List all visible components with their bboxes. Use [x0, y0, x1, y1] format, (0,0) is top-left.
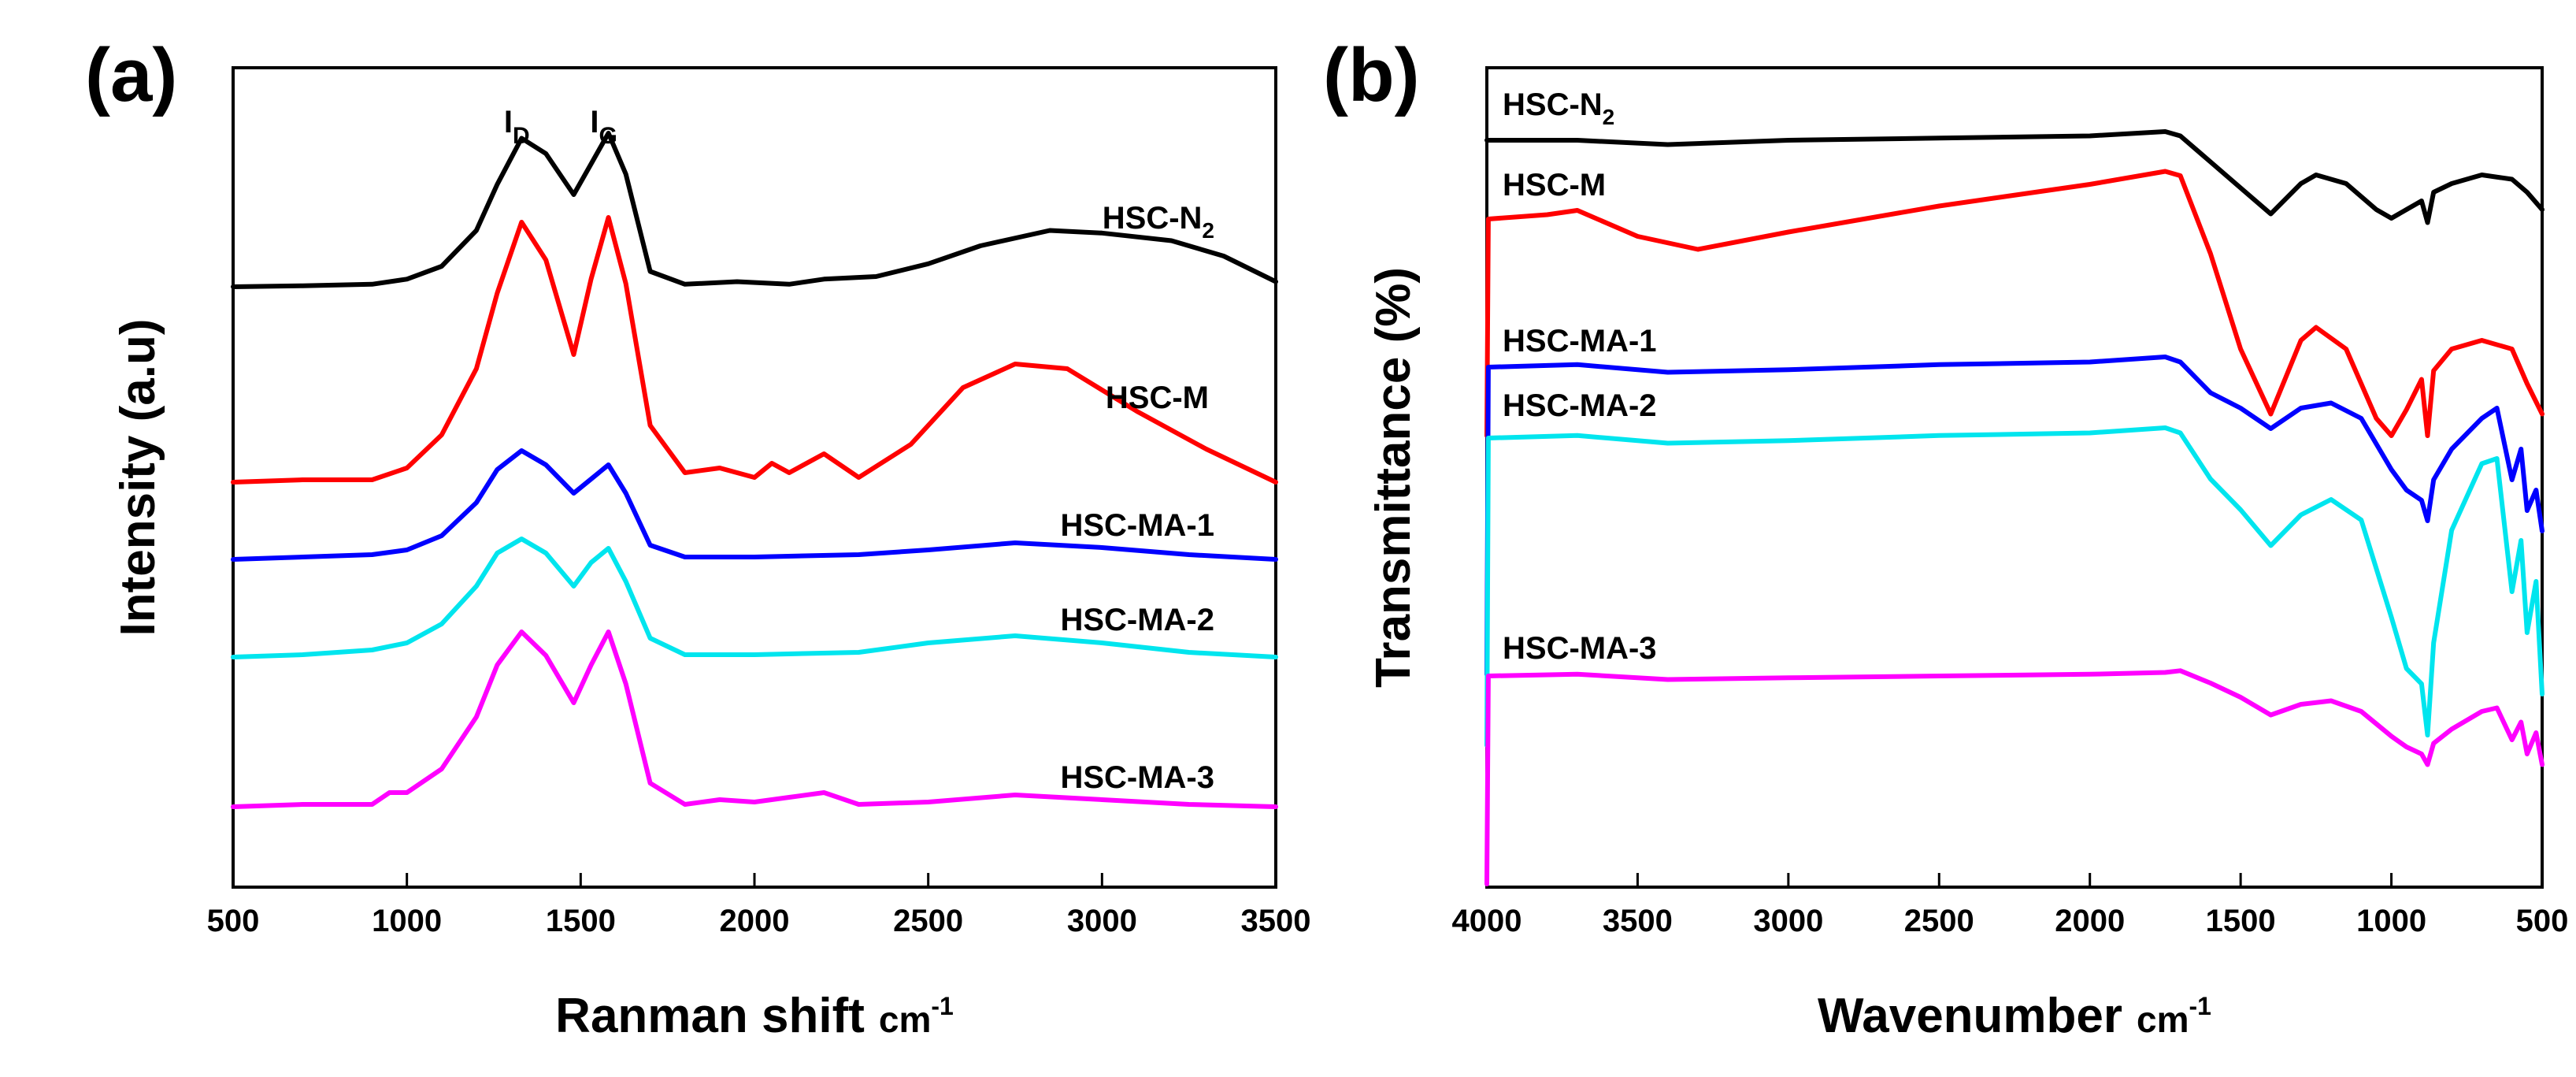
- panel-b-series-labels: HSC-N2 HSC-M HSC-MA-1 HSC-MA-2 HSC-MA-3: [1503, 87, 1657, 666]
- panel-a-series-labels: HSC-N2 HSC-M HSC-MA-1 HSC-MA-2 HSC-MA-3: [1060, 201, 1214, 795]
- b-series-label-hsc-n2: HSC-N2: [1503, 87, 1614, 129]
- panel-a-series: [231, 131, 1278, 809]
- b-tick-label-2500: 2500: [1904, 904, 1974, 938]
- a-series-label-hsc-n2: HSC-N2: [1103, 201, 1214, 243]
- b-tick-label-4000: 4000: [1452, 904, 1522, 938]
- panel-a-raman-chart: (a) 500 1000 1500 2000 2500 3000 3500 ID IG HSC…: [85, 33, 1310, 1043]
- panel-b-label: (b): [1323, 33, 1420, 117]
- a-series-label-hsc-ma-2: HSC-MA-2: [1060, 603, 1214, 637]
- b-series-label-hsc-ma-3: HSC-MA-3: [1503, 631, 1657, 666]
- b-series-line-hsc-ma-1: [1484, 355, 2544, 677]
- panel-a-label: (a): [85, 33, 177, 117]
- a-peak-label-ig: IG: [590, 105, 617, 149]
- a-peak-label-id: ID: [504, 105, 530, 149]
- b-series-line-hsc-n2: [1484, 129, 2544, 225]
- a-series-line-hsc-m: [231, 215, 1278, 485]
- b-series-line-hsc-m: [1484, 169, 2544, 438]
- a-tick-label-1000: 1000: [372, 904, 442, 938]
- panel-a-y-axis-title: Intensity (a.u): [111, 318, 165, 636]
- panel-b-ftir-chart: (b) 4000 3500 3000 2500 2000 1500 1000 500 HSC-…: [1323, 33, 2568, 1043]
- panel-b-x-ticks: 4000 3500 3000 2500 2000 1500 1000 500: [1452, 873, 2569, 938]
- a-series-label-hsc-m: HSC-M: [1106, 381, 1209, 415]
- b-tick-label-3500: 3500: [1603, 904, 1673, 938]
- b-tick-label-1500: 1500: [2206, 904, 2276, 938]
- b-series-line-hsc-ma-2: [1484, 425, 2544, 748]
- a-tick-label-3500: 3500: [1241, 904, 1311, 938]
- b-tick-label-3000: 3000: [1753, 904, 1823, 938]
- a-tick-label-2500: 2500: [893, 904, 963, 938]
- a-tick-label-2000: 2000: [720, 904, 790, 938]
- a-series-label-hsc-ma-1: HSC-MA-1: [1060, 508, 1214, 543]
- a-tick-label-500: 500: [207, 904, 260, 938]
- b-series-label-hsc-m: HSC-M: [1503, 168, 1606, 202]
- a-series-line-hsc-ma-2: [231, 537, 1278, 659]
- a-tick-label-3000: 3000: [1067, 904, 1137, 938]
- a-series-line-hsc-n2: [231, 131, 1278, 289]
- b-series-line-hsc-ma-3: [1484, 668, 2544, 886]
- b-series-label-hsc-ma-2: HSC-MA-2: [1503, 388, 1657, 423]
- panel-b-series: [1484, 129, 2544, 886]
- b-tick-label-2000: 2000: [2055, 904, 2125, 938]
- a-series-line-hsc-ma-1: [231, 448, 1278, 562]
- panel-a-x-axis-title: Ranman shift cm-1: [555, 989, 954, 1043]
- panel-a-x-ticks: 500 1000 1500 2000 2500 3000 3500: [207, 873, 1311, 938]
- a-tick-label-1500: 1500: [546, 904, 616, 938]
- panel-b-x-axis-title: Wavenumber cm-1: [1818, 989, 2211, 1043]
- a-series-line-hsc-ma-3: [231, 629, 1278, 809]
- panel-b-plot-frame: [1485, 66, 2544, 889]
- a-series-label-hsc-ma-3: HSC-MA-3: [1060, 760, 1214, 795]
- panel-b-y-axis-title: Transmittance (%): [1366, 267, 1421, 688]
- panel-a-peak-labels: ID IG: [504, 105, 617, 149]
- b-tick-label-500: 500: [2516, 904, 2569, 938]
- b-series-label-hsc-ma-1: HSC-MA-1: [1503, 324, 1657, 358]
- b-tick-label-1000: 1000: [2356, 904, 2426, 938]
